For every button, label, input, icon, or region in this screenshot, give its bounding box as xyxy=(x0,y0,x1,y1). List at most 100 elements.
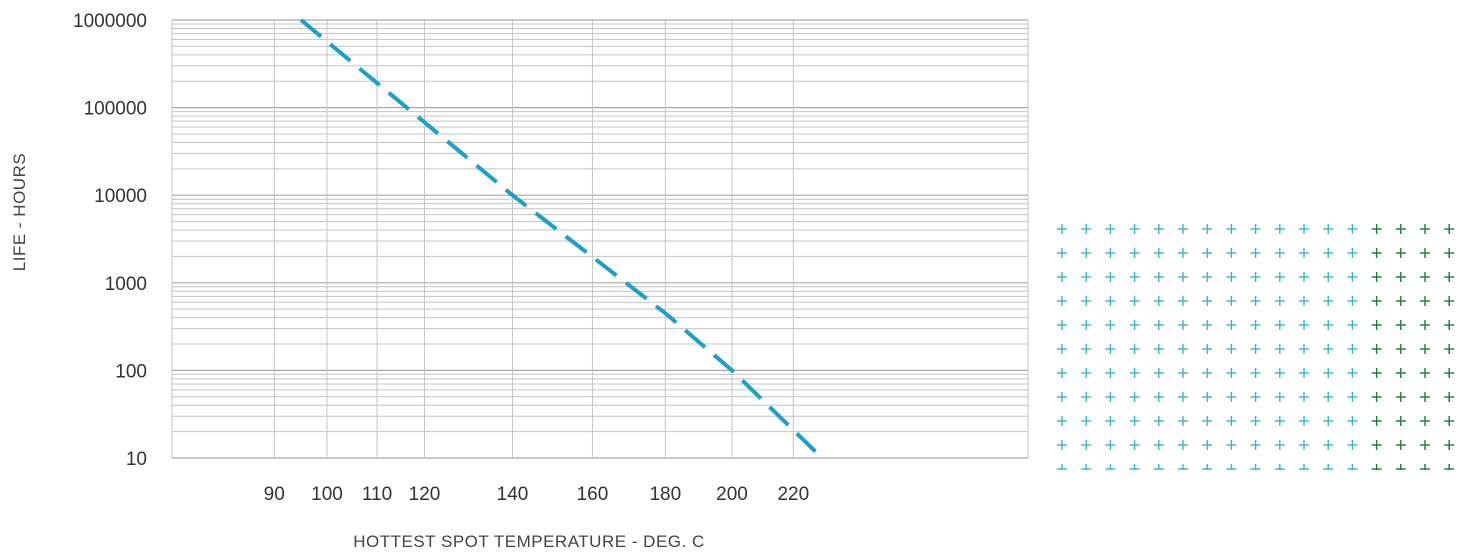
plus-mark xyxy=(1299,464,1309,470)
plus-mark xyxy=(1178,224,1188,234)
plus-mark xyxy=(1153,392,1164,402)
x-tick-label: 220 xyxy=(777,484,809,505)
plus-mark xyxy=(1420,344,1430,354)
plus-mark xyxy=(1178,272,1188,282)
plus-mark xyxy=(1057,272,1067,282)
plus-mark xyxy=(1371,320,1382,330)
plus-mark xyxy=(1105,344,1116,354)
plus-mark xyxy=(1274,368,1285,378)
plus-mark xyxy=(1420,248,1430,258)
plus-mark xyxy=(1202,368,1213,378)
plus-mark xyxy=(1178,392,1188,402)
plus-mark xyxy=(1129,272,1140,282)
plus-mark xyxy=(1226,392,1237,402)
plus-mark xyxy=(1299,296,1309,306)
plus-mark xyxy=(1226,248,1237,258)
plus-mark xyxy=(1153,272,1164,282)
plus-mark xyxy=(1081,272,1092,282)
plus-mark xyxy=(1129,248,1140,258)
plus-mark xyxy=(1081,416,1092,426)
plus-mark xyxy=(1420,440,1430,450)
plus-mark xyxy=(1129,440,1140,450)
plus-mark xyxy=(1347,464,1358,470)
plus-mark xyxy=(1153,320,1164,330)
x-tick-label: 100 xyxy=(311,484,343,505)
plus-mark xyxy=(1105,224,1116,234)
plus-mark xyxy=(1323,272,1334,282)
plus-mark xyxy=(1420,320,1430,330)
plus-mark xyxy=(1299,392,1309,402)
plus-mark xyxy=(1226,272,1237,282)
plus-mark xyxy=(1129,416,1140,426)
plus-mark xyxy=(1129,296,1140,306)
plus-mark xyxy=(1202,224,1213,234)
plus-mark xyxy=(1178,344,1188,354)
plus-mark xyxy=(1274,416,1285,426)
plus-mark xyxy=(1057,464,1067,470)
plus-mark xyxy=(1105,392,1116,402)
plus-mark xyxy=(1299,440,1309,450)
plus-mark xyxy=(1274,272,1285,282)
x-tick-label: 110 xyxy=(362,484,392,505)
series-line-0 xyxy=(299,18,824,460)
plus-mark xyxy=(1444,224,1455,234)
plus-mark xyxy=(1129,320,1140,330)
plus-mark xyxy=(1420,392,1430,402)
plus-mark xyxy=(1250,272,1261,282)
plus-mark xyxy=(1371,416,1382,426)
plus-mark xyxy=(1347,272,1358,282)
plus-mark xyxy=(1129,392,1140,402)
plus-mark xyxy=(1420,272,1430,282)
plus-mark xyxy=(1081,296,1092,306)
plus-mark xyxy=(1371,464,1382,470)
y-tick-label: 10000 xyxy=(94,186,147,207)
plus-mark xyxy=(1129,368,1140,378)
plus-mark xyxy=(1371,272,1382,282)
plus-mark xyxy=(1395,248,1406,258)
plus-mark xyxy=(1178,440,1188,450)
plus-mark xyxy=(1323,344,1334,354)
plus-mark xyxy=(1153,368,1164,378)
y-tick-label: 1000000 xyxy=(73,11,147,32)
plus-mark xyxy=(1323,248,1334,258)
plus-mark xyxy=(1202,296,1213,306)
major-gridlines xyxy=(172,19,1028,459)
plus-mark xyxy=(1395,224,1406,234)
plus-mark xyxy=(1371,392,1382,402)
plus-mark xyxy=(1105,464,1116,470)
plus-mark xyxy=(1202,344,1213,354)
plus-mark xyxy=(1444,464,1455,470)
plus-mark xyxy=(1057,440,1067,450)
y-tick-label: 10 xyxy=(126,449,147,470)
plus-mark xyxy=(1250,296,1261,306)
plus-mark xyxy=(1323,368,1334,378)
plus-mark xyxy=(1395,272,1406,282)
plus-mark xyxy=(1105,248,1116,258)
plus-mark xyxy=(1371,224,1382,234)
plus-mark xyxy=(1274,392,1285,402)
plus-mark xyxy=(1178,296,1188,306)
plus-mark xyxy=(1323,464,1334,470)
plus-mark xyxy=(1371,248,1382,258)
plus-mark xyxy=(1250,368,1261,378)
plus-mark xyxy=(1347,248,1358,258)
plus-mark xyxy=(1057,344,1067,354)
plus-mark xyxy=(1153,248,1164,258)
plus-mark xyxy=(1081,224,1092,234)
plus-mark xyxy=(1057,320,1067,330)
x-tick-label: 180 xyxy=(649,484,681,505)
plus-mark xyxy=(1371,440,1382,450)
plus-mark xyxy=(1105,272,1116,282)
plus-mark xyxy=(1250,344,1261,354)
plus-mark xyxy=(1081,368,1092,378)
plus-mark xyxy=(1226,224,1237,234)
plus-mark xyxy=(1250,320,1261,330)
plus-mark xyxy=(1202,248,1213,258)
plus-mark xyxy=(1250,464,1261,470)
plus-mark xyxy=(1395,368,1406,378)
y-tick-labels: 1000000 100000 10000 1000 100 10 xyxy=(73,11,147,470)
plus-mark xyxy=(1153,416,1164,426)
plus-mark xyxy=(1105,416,1116,426)
plus-mark xyxy=(1274,248,1285,258)
plus-mark xyxy=(1299,272,1309,282)
